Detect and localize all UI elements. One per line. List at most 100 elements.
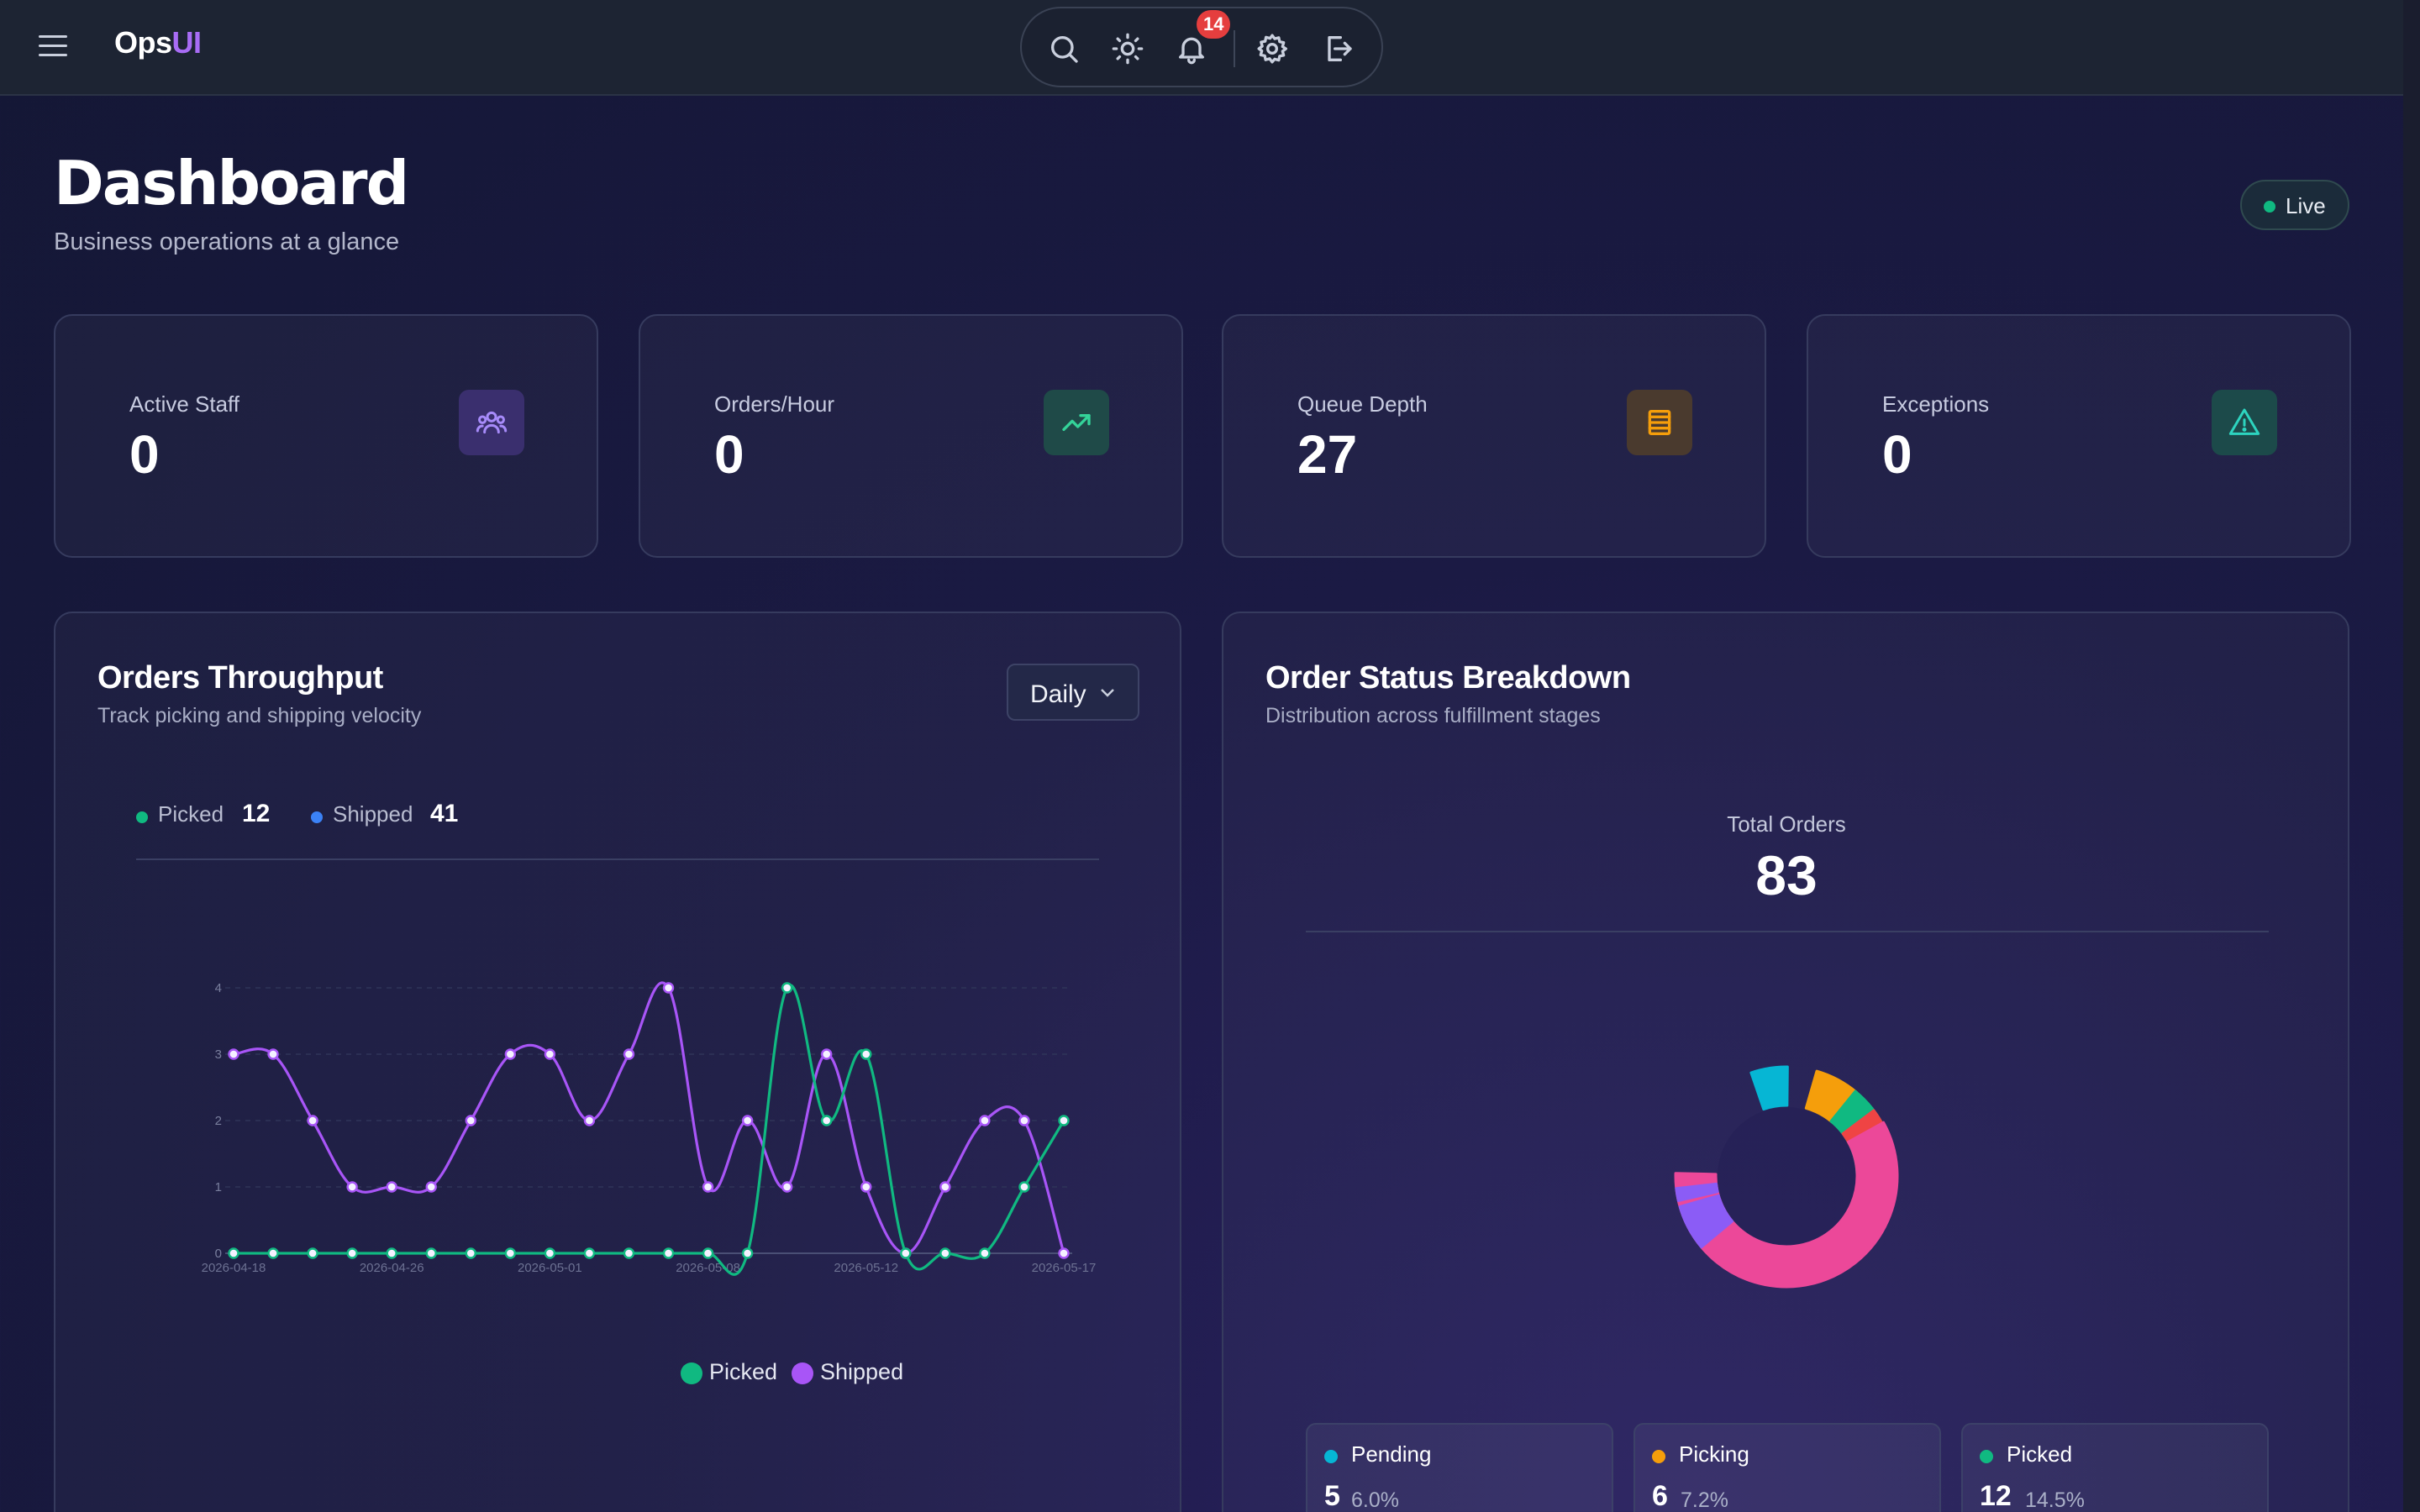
donut-slice xyxy=(1675,1182,1719,1202)
status-card-pending[interactable]: Pending 5 6.0% xyxy=(1306,1423,1613,1512)
stat-card-active-staff: Active Staff 0 xyxy=(54,314,598,558)
data-point-picked xyxy=(425,1247,437,1259)
x-tick-label: 2026-05-12 xyxy=(834,1261,898,1275)
x-tick-label: 2026-04-18 xyxy=(202,1261,266,1275)
total-orders-label: Total Orders xyxy=(1727,811,1846,837)
status-dot-icon xyxy=(1980,1450,1993,1463)
panel-subtitle: Distribution across fulfillment stages xyxy=(1265,704,1601,727)
status-name: Picking xyxy=(1679,1441,1749,1467)
y-tick-label: 3 xyxy=(215,1047,222,1062)
page-subtitle: Business operations at a glance xyxy=(54,228,400,255)
x-tick-label: 2026-05-08 xyxy=(676,1261,740,1275)
summary-total: 41 xyxy=(430,800,459,827)
legend-label: Picked xyxy=(709,1359,778,1384)
data-point-picked xyxy=(1058,1115,1070,1126)
data-point-shipped xyxy=(821,1048,833,1060)
status-percent: 7.2% xyxy=(1681,1488,1728,1512)
data-point-shipped xyxy=(860,1181,872,1193)
donut-center xyxy=(1718,1107,1855,1245)
divider xyxy=(1306,931,2269,932)
summary-name: Picked xyxy=(158,801,224,827)
orders-throughput-chart: 0 1 2 3 4 2026-04-18 2026-04-26 2026-05-01 2026-… xyxy=(202,981,1097,1276)
legend-swatch xyxy=(792,1362,813,1384)
trending-up-icon xyxy=(1044,390,1109,455)
settings-gear-icon[interactable] xyxy=(1255,32,1289,66)
data-point-picked xyxy=(860,1048,872,1060)
logout-icon[interactable] xyxy=(1321,32,1355,66)
notification-count-badge: 14 xyxy=(1197,10,1231,39)
toolbar-divider xyxy=(1234,30,1235,67)
data-point-picked xyxy=(741,1247,754,1259)
data-point-shipped xyxy=(623,1048,635,1060)
data-point-picked xyxy=(346,1247,358,1259)
stat-value: 0 xyxy=(714,424,744,485)
data-point-picked xyxy=(781,982,793,994)
stat-value: 0 xyxy=(1882,424,1912,485)
data-point-picked xyxy=(662,1247,675,1259)
logo-text: Ops xyxy=(114,25,172,60)
panel-title: Order Status Breakdown xyxy=(1265,660,1631,696)
page-scrollbar[interactable] xyxy=(2403,0,2420,1512)
search-icon[interactable] xyxy=(1047,32,1081,66)
status-card-picking[interactable]: Picking 6 7.2% xyxy=(1634,1423,1941,1512)
period-select-value: Daily xyxy=(1030,680,1086,708)
series-line-picked xyxy=(234,984,1065,1276)
data-point-shipped xyxy=(346,1181,358,1193)
data-point-picked xyxy=(623,1247,635,1259)
x-tick-label: 2026-04-26 xyxy=(360,1261,424,1275)
status-card-picked[interactable]: Picked 12 14.5% xyxy=(1961,1423,2269,1512)
status-count: 6 xyxy=(1652,1480,1668,1512)
y-tick-label: 2 xyxy=(215,1114,222,1128)
stat-label: Queue Depth xyxy=(1297,391,1428,417)
stat-card-orders-hour: Orders/Hour 0 xyxy=(639,314,1183,558)
users-icon xyxy=(459,390,524,455)
data-point-picked xyxy=(979,1247,991,1259)
period-select[interactable]: Daily xyxy=(1007,664,1139,721)
data-point-picked xyxy=(465,1247,476,1259)
chevron-down-icon xyxy=(1101,689,1114,697)
stat-label: Orders/Hour xyxy=(714,391,835,417)
data-point-picked xyxy=(544,1247,556,1259)
status-name: Pending xyxy=(1351,1441,1432,1467)
theme-sun-icon[interactable] xyxy=(1111,32,1144,66)
data-point-shipped xyxy=(544,1048,556,1060)
status-name: Picked xyxy=(2007,1441,2073,1467)
page-title: Dashboard xyxy=(54,148,409,218)
data-point-shipped xyxy=(267,1048,279,1060)
app-logo[interactable]: OpsUI xyxy=(114,25,202,60)
data-point-shipped xyxy=(979,1115,991,1126)
order-status-panel: Order Status Breakdown Distribution acro… xyxy=(1222,612,2349,1512)
live-status-badge[interactable]: Live xyxy=(2240,180,2349,230)
series-line-shipped xyxy=(233,981,1065,1255)
orders-throughput-panel: Orders Throughput Track picking and ship… xyxy=(54,612,1181,1512)
notification-bell-icon[interactable] xyxy=(1175,32,1208,66)
toolbar: 14 xyxy=(1020,7,1383,87)
data-point-picked xyxy=(386,1247,397,1259)
data-point-shipped xyxy=(1058,1247,1070,1259)
stat-label: Active Staff xyxy=(129,391,240,417)
data-point-picked xyxy=(1018,1181,1030,1193)
menu-icon[interactable] xyxy=(39,35,67,59)
status-dot-icon xyxy=(1652,1450,1665,1463)
data-point-shipped xyxy=(386,1181,397,1193)
x-tick-label: 2026-05-17 xyxy=(1032,1261,1097,1275)
data-point-picked xyxy=(583,1247,596,1259)
data-point-picked xyxy=(939,1247,951,1259)
summary-total: 12 xyxy=(242,800,271,827)
stat-value: 27 xyxy=(1297,424,1358,485)
data-point-shipped xyxy=(702,1181,714,1193)
data-point-shipped xyxy=(425,1181,437,1193)
data-point-picked xyxy=(267,1247,279,1259)
queue-list-icon xyxy=(1627,390,1692,455)
live-label: Live xyxy=(2286,193,2326,218)
data-point-shipped xyxy=(1018,1115,1030,1126)
status-percent: 14.5% xyxy=(2025,1488,2085,1512)
order-status-donut-chart xyxy=(1674,1065,1899,1289)
donut-slice-pending xyxy=(1749,1065,1789,1111)
status-percent: 6.0% xyxy=(1351,1488,1399,1512)
legend-swatch xyxy=(681,1362,702,1384)
warning-icon xyxy=(2212,390,2277,455)
data-point-picked xyxy=(504,1247,517,1259)
logo-accent-text: UI xyxy=(171,25,203,60)
status-dot-icon xyxy=(1324,1450,1338,1463)
